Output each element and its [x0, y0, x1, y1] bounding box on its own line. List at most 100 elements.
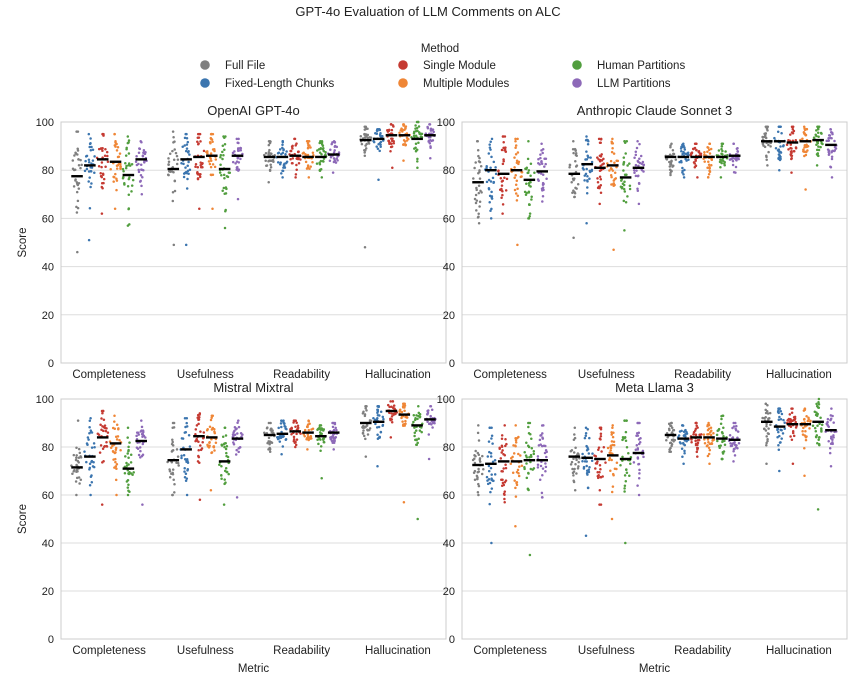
data-point: [172, 158, 176, 161]
data-point: [277, 426, 280, 430]
data-point: [183, 470, 186, 473]
data-point: [625, 173, 628, 176]
data-point: [114, 465, 118, 468]
data-point: [71, 472, 74, 476]
data-point: [388, 411, 391, 415]
data-point: [389, 400, 392, 403]
data-point: [402, 500, 406, 504]
data-point: [185, 477, 189, 480]
data-point: [609, 452, 613, 455]
data-point: [765, 435, 768, 438]
data-point: [106, 154, 109, 158]
data-point: [501, 135, 505, 138]
data-point: [526, 171, 529, 175]
data-point: [93, 445, 96, 449]
data-point: [574, 151, 578, 155]
data-point: [532, 449, 536, 453]
data-point: [224, 481, 227, 484]
data-point: [113, 176, 116, 179]
data-point: [198, 498, 202, 502]
data-point: [629, 462, 632, 466]
data-point: [696, 441, 700, 445]
data-point: [83, 450, 86, 453]
data-point: [624, 201, 628, 204]
data-point: [541, 474, 544, 477]
data-point: [296, 424, 300, 427]
data-point: [389, 150, 392, 153]
data-point: [538, 478, 542, 481]
data-point: [520, 464, 524, 468]
x-tick-label: Hallucination: [365, 369, 431, 381]
data-point: [237, 137, 240, 141]
data-point: [694, 433, 698, 437]
data-point: [221, 189, 224, 192]
data-point: [490, 541, 493, 545]
data-point: [624, 439, 628, 442]
data-point: [363, 246, 367, 249]
data-point: [492, 180, 496, 184]
data-point: [128, 223, 131, 226]
data-point: [318, 162, 322, 166]
data-point: [680, 447, 684, 450]
data-point: [574, 463, 577, 466]
data-point: [292, 435, 296, 439]
data-point: [589, 156, 592, 159]
data-point: [427, 409, 430, 412]
data-point: [502, 492, 506, 496]
data-point: [128, 441, 131, 444]
swarm-multiple-modules-completeness: [109, 132, 122, 211]
data-point: [500, 184, 504, 187]
data-point: [576, 467, 580, 470]
data-point: [585, 167, 588, 171]
data-point: [211, 163, 215, 166]
data-point: [294, 173, 298, 176]
data-point: [116, 145, 120, 149]
data-point: [278, 148, 282, 151]
swarm-full-file-completeness: [71, 130, 83, 254]
data-point: [526, 487, 530, 491]
data-point: [328, 159, 332, 163]
data-point: [706, 424, 709, 428]
data-point: [816, 424, 819, 428]
data-point: [500, 189, 503, 192]
data-point: [719, 176, 723, 179]
data-point: [779, 145, 782, 148]
data-point: [501, 449, 504, 452]
data-point: [682, 173, 685, 176]
data-point: [320, 476, 323, 480]
data-point: [389, 123, 393, 126]
data-point: [402, 143, 405, 146]
data-point: [196, 136, 200, 140]
data-point: [803, 128, 807, 132]
data-point: [291, 162, 294, 165]
data-point: [609, 173, 613, 177]
data-point: [282, 419, 285, 422]
data-point: [635, 444, 639, 447]
data-point: [404, 419, 407, 423]
data-point: [635, 146, 639, 150]
data-point: [77, 447, 81, 451]
data-point: [523, 451, 526, 454]
data-point: [485, 475, 489, 479]
data-point: [707, 160, 710, 163]
data-point: [281, 445, 285, 448]
data-point: [494, 166, 497, 169]
data-point: [211, 140, 214, 143]
data-point: [572, 474, 575, 477]
data-point: [492, 160, 496, 164]
data-point: [831, 149, 834, 153]
data-point: [127, 207, 130, 211]
data-point: [388, 405, 391, 409]
data-point: [417, 411, 421, 415]
data-point: [289, 149, 293, 153]
data-point: [88, 419, 92, 423]
data-point: [317, 442, 320, 446]
data-point: [572, 470, 576, 473]
swarm-human-partitions-completeness: [523, 140, 536, 220]
data-point: [478, 160, 482, 164]
x-tick-label: Readability: [674, 369, 731, 381]
data-point: [830, 131, 834, 135]
data-point: [500, 196, 503, 200]
data-point: [598, 186, 601, 189]
data-point: [210, 414, 214, 418]
